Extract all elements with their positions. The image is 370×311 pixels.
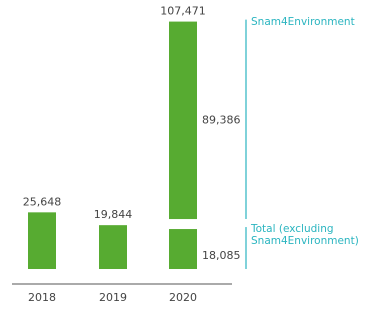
- x-tick-label: 2019: [99, 291, 127, 304]
- value-label: 19,844: [94, 208, 133, 221]
- value-label: 89,386: [202, 113, 241, 126]
- x-tick-label: 2020: [169, 291, 197, 304]
- legend-label: Snam4Environment: [251, 15, 355, 28]
- bar: [169, 21, 197, 220]
- x-tick-label: 2018: [28, 291, 56, 304]
- bar: [99, 225, 127, 269]
- legend-label: Total (excluding Snam4Environment): [251, 223, 359, 248]
- value-label: 18,085: [202, 249, 241, 262]
- value-label: 25,648: [23, 195, 62, 208]
- total-label: 107,471: [160, 5, 206, 18]
- bar: [28, 212, 56, 269]
- bar: [169, 229, 197, 269]
